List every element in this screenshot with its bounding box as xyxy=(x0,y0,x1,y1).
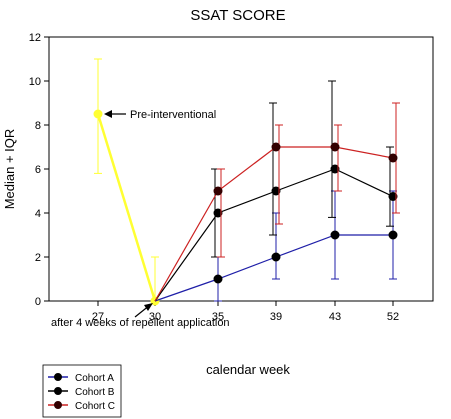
y-tick-label: 4 xyxy=(35,208,41,220)
legend-marker xyxy=(54,401,62,409)
data-point xyxy=(213,208,223,218)
x-tick-label: 43 xyxy=(329,311,341,323)
data-point xyxy=(271,186,281,196)
data-point xyxy=(330,230,340,240)
legend-label: Cohort C xyxy=(75,401,115,412)
x-tick-label: 27 xyxy=(92,311,104,323)
series-pre-interventional xyxy=(93,58,160,306)
x-tick-label: 35 xyxy=(212,311,224,323)
legend-marker xyxy=(54,373,62,381)
data-point xyxy=(271,142,281,152)
y-tick-label: 10 xyxy=(29,76,41,88)
series-cohort-a xyxy=(154,190,398,302)
y-axis-ticks: 0 2 4 6 8 10 12 xyxy=(29,32,49,308)
legend-label: Cohort A xyxy=(75,373,114,384)
annotation-layer: Pre-interventional after 4 weeks of repel… xyxy=(51,109,230,329)
annotation-pre-interventional: Pre-interventional xyxy=(130,109,216,121)
data-point xyxy=(330,164,340,174)
series-line xyxy=(154,234,393,302)
chart-title: SSAT SCORE xyxy=(190,7,285,24)
x-axis-label: calendar week xyxy=(206,362,290,377)
x-tick-label: 39 xyxy=(270,311,282,323)
data-point xyxy=(330,142,340,152)
legend-label: Cohort B xyxy=(75,387,115,398)
x-tick-label: 30 xyxy=(149,311,161,323)
data-point xyxy=(271,252,281,262)
data-point xyxy=(213,274,223,284)
y-tick-label: 0 xyxy=(35,296,41,308)
series-layer xyxy=(93,58,400,306)
y-tick-label: 2 xyxy=(35,252,41,264)
plot-frame xyxy=(48,36,434,302)
series-line xyxy=(96,113,157,302)
x-tick-label: 52 xyxy=(387,311,399,323)
series-cohort-c xyxy=(154,102,400,302)
y-axis-label: Median + IQR xyxy=(2,129,17,210)
data-point xyxy=(388,192,398,201)
data-point xyxy=(213,186,223,196)
data-point xyxy=(93,109,103,119)
annotation-arrowhead xyxy=(104,110,112,118)
annotation-after-4-weeks: after 4 weeks of repellent application xyxy=(51,317,230,329)
series-line xyxy=(154,146,394,302)
x-axis-ticks: 27 30 35 39 43 52 xyxy=(92,301,399,323)
legend: Cohort A Cohort B Cohort C xyxy=(42,364,122,418)
y-tick-label: 6 xyxy=(35,164,41,176)
y-tick-label: 12 xyxy=(29,32,41,44)
data-point xyxy=(388,153,398,163)
data-point xyxy=(388,230,398,240)
y-tick-label: 8 xyxy=(35,120,41,132)
annotation-arrowhead xyxy=(144,303,153,311)
legend-marker xyxy=(54,387,62,395)
